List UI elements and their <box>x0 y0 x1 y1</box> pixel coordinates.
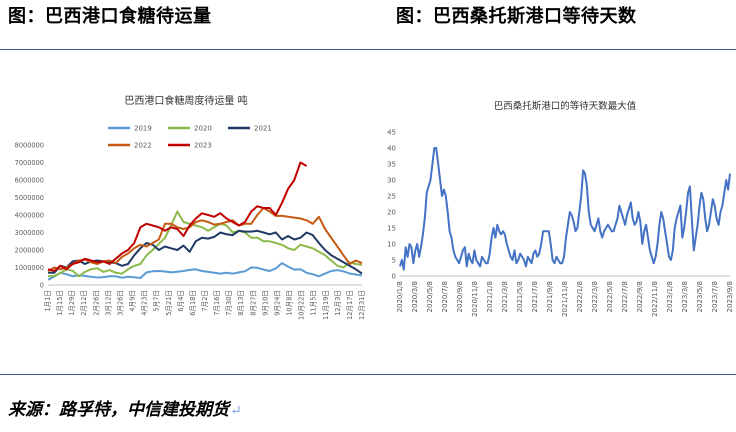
x-tick-label: 2月12日 <box>80 290 88 316</box>
series-line-2019 <box>47 262 363 281</box>
y-tick-label: 3000000 <box>15 229 44 237</box>
source-footer: 来源：路孚特，中信建投期货↵ <box>8 395 242 420</box>
series-line-2021 <box>48 229 363 275</box>
sugar-queue-chart: 巴西港口食糖周度待运量 吨 0 1000000 2000000 3000000 40000… <box>15 94 366 320</box>
chart-title: 巴西桑托斯港口的等待天数最大值 <box>494 100 637 112</box>
left-chart-heading: 图：巴西港口食糖待运量 <box>8 6 212 27</box>
y-tick-label: 8000000 <box>15 142 44 150</box>
x-tick-label: 12月17日 <box>346 290 354 320</box>
x-tick-label: 12月31日 <box>358 290 366 320</box>
x-tick-label: 10月22日 <box>298 290 306 320</box>
y-tick-label: 5 <box>392 257 396 265</box>
legend-label-2023: 2023 <box>194 142 212 150</box>
x-tick-label: 2022/3/8 <box>591 281 599 312</box>
x-tick-label: 8月13日 <box>237 290 245 316</box>
y-tick-label: 40 <box>387 145 396 153</box>
x-tick-label: 2022/7/8 <box>621 281 629 312</box>
legend-label-2019: 2019 <box>134 125 152 133</box>
x-tick-label: 4月23日 <box>141 290 149 316</box>
x-tick-label: 5月21日 <box>165 290 173 316</box>
y-tick-label: 4000000 <box>15 212 44 220</box>
y-tick-label: 15 <box>387 225 396 233</box>
x-tick-label: 2020/7/8 <box>441 281 449 312</box>
return-mark: ↵ <box>230 403 242 419</box>
legend-label-2020: 2020 <box>194 125 212 133</box>
x-tick-label: 2021/7/8 <box>531 281 539 312</box>
x-tick-label: 2021/3/8 <box>501 281 509 312</box>
y-tick-label: 2000000 <box>15 247 44 255</box>
right-chart-heading: 图：巴西桑托斯港口等待天数 <box>396 6 637 27</box>
x-tick-label: 2022/1/8 <box>576 281 584 312</box>
x-tick-label: 12月3日 <box>334 290 342 316</box>
x-tick-label: 2月26日 <box>92 290 100 316</box>
x-tick-label: 2020/5/8 <box>426 281 434 312</box>
x-tick-label: 7月16日 <box>213 290 221 316</box>
x-tick-label: 5月7日 <box>153 290 161 312</box>
y-tick-label: 7000000 <box>15 159 44 167</box>
series-line-2023 <box>47 161 308 272</box>
y-tick-label: 20 <box>387 209 396 217</box>
x-tick-label: 2020/3/8 <box>411 281 419 312</box>
series-line-2020 <box>47 210 363 278</box>
x-tick-label: 2021/9/8 <box>546 281 554 312</box>
x-tick-label: 2021/1/8 <box>486 281 494 312</box>
x-tick-label: 9月10日 <box>261 290 269 316</box>
x-tick-label: 4月9日 <box>129 290 137 312</box>
y-tick-label: 25 <box>387 193 396 201</box>
y-tick-label: 35 <box>387 161 396 169</box>
x-tick-label: 2020/11/8 <box>471 281 479 317</box>
x-tick-label: 9月24日 <box>274 290 282 316</box>
x-tick-label: 2022/9/8 <box>636 281 644 312</box>
x-tick-label: 11月5日 <box>310 290 318 316</box>
x-tick-label: 2021/11/8 <box>561 281 569 317</box>
y-tick-label: 0 <box>40 282 44 290</box>
x-tick-label: 2023/3/8 <box>681 281 689 312</box>
x-tick-label: 6月18日 <box>189 290 197 316</box>
y-tick-label: 1000000 <box>15 264 44 272</box>
x-tick-label: 2021/5/8 <box>516 281 524 312</box>
y-tick-label: 5000000 <box>15 194 44 202</box>
santos-waiting-days-chart: 巴西桑托斯港口的等待天数最大值 0 5 10 15 20 25 30 35 40 45 2020/1/… <box>387 100 734 317</box>
y-tick-label: 45 <box>387 129 396 137</box>
y-tick-label: 10 <box>387 241 396 249</box>
x-tick-label: 3月26日 <box>117 290 125 316</box>
source-text: 来源：路孚特，中信建投期货 <box>8 400 229 420</box>
x-tick-label: 2022/5/8 <box>606 281 614 312</box>
x-tick-label: 8月27日 <box>249 290 257 316</box>
legend-label-2021: 2021 <box>254 125 272 133</box>
x-tick-label: 2020/1/8 <box>396 281 404 312</box>
chart-title: 巴西港口食糖周度待运量 吨 <box>124 94 247 107</box>
x-tick-label: 10月8日 <box>286 290 294 316</box>
x-tick-label: 2023/1/8 <box>666 281 674 312</box>
series-line-data <box>399 147 731 271</box>
x-tick-label: 7月2日 <box>201 290 209 312</box>
x-tick-label: 7月30日 <box>225 290 233 316</box>
x-tick-label: 6月4日 <box>177 290 185 312</box>
y-tick-label: 0 <box>392 273 396 281</box>
y-tick-label: 6000000 <box>15 177 44 185</box>
x-tick-label: 2023/5/8 <box>696 281 704 312</box>
x-tick-label: 1月29日 <box>68 290 76 316</box>
x-tick-label: 11月19日 <box>322 290 330 320</box>
bottom-divider <box>0 374 736 375</box>
x-tick-label: 2022/11/8 <box>651 281 659 317</box>
x-tick-label: 2020/9/8 <box>456 281 464 312</box>
x-tick-label: 3月12日 <box>104 290 112 316</box>
x-tick-label: 1月1日 <box>44 290 52 312</box>
x-tick-label: 2023/9/8 <box>726 281 734 312</box>
legend-label-2022: 2022 <box>134 142 152 150</box>
top-divider <box>0 49 736 50</box>
x-tick-label: 2023/7/8 <box>711 281 719 312</box>
x-tick-label: 1月15日 <box>56 290 64 316</box>
y-tick-label: 30 <box>387 177 396 185</box>
